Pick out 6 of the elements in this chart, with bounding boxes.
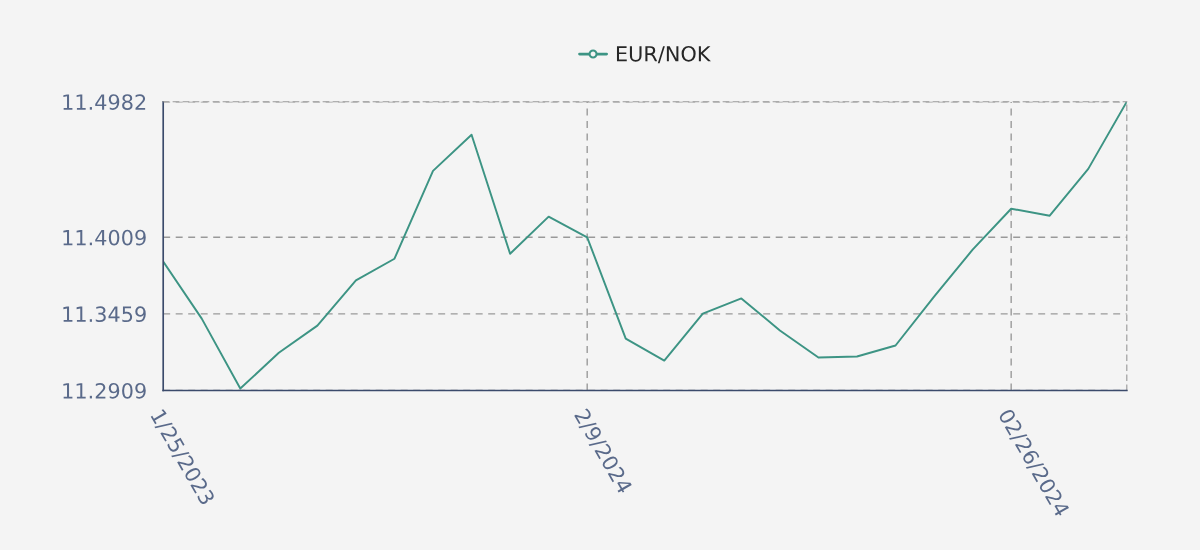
y-tick-label: 11.4009 (63, 229, 146, 246)
y-tick-label: 11.3459 (63, 306, 146, 323)
line-series (163, 101, 1127, 390)
y-tick-label: 11.2909 (63, 382, 146, 399)
legend-label: EUR/NOK (616, 45, 711, 64)
y-tick-label: 11.4982 (63, 94, 146, 110)
